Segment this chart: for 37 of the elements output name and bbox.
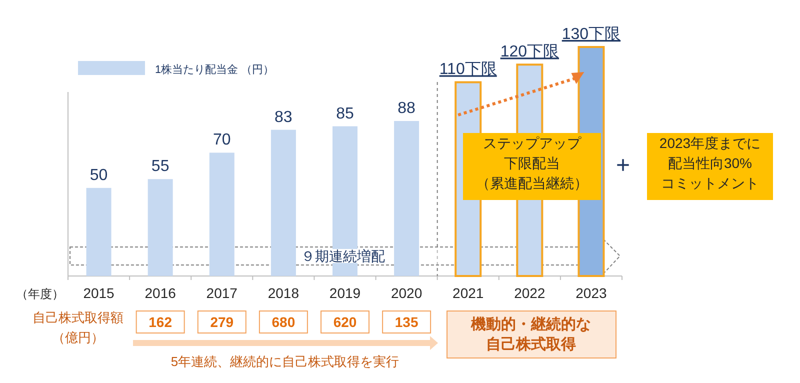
annotation: ９期連続増配	[301, 248, 385, 264]
text: 135	[394, 314, 418, 330]
bar	[86, 188, 112, 276]
x-tick-label: 2017	[206, 285, 238, 301]
data-label: 110下限	[439, 61, 497, 78]
x-tick-label: 2018	[268, 285, 300, 301]
data-label: 130下限	[562, 26, 621, 43]
text: 279	[210, 314, 234, 330]
text: 2023年度までに配当性向30%コミットメント	[659, 135, 761, 191]
bar	[148, 179, 173, 276]
x-tick-label: 2015	[83, 285, 115, 301]
text: 5年連続、継続的に自己株式取得を実行	[170, 354, 400, 369]
data-label: 70	[212, 132, 231, 149]
x-tick-label: 2023	[576, 285, 608, 301]
text: 680	[272, 314, 296, 330]
text: （年度）	[16, 287, 64, 301]
data-label: 50	[90, 166, 108, 184]
data-label: 85	[336, 105, 354, 122]
annotation: ステップアップ下限配当（累進配当継続）	[476, 135, 588, 191]
text: 162	[148, 314, 172, 330]
data-label: 120下限	[500, 44, 560, 61]
text: +	[616, 152, 630, 179]
data-label: 88	[398, 100, 416, 117]
bar	[270, 130, 296, 276]
bar	[394, 120, 420, 276]
data-label: 83	[274, 108, 292, 126]
x-tick-label: 2021	[452, 285, 484, 301]
x-tick-label: 2019	[329, 285, 361, 301]
text: 620	[333, 314, 357, 330]
x-tick-label: 2020	[390, 285, 422, 301]
x-tick-label: 2022	[514, 285, 546, 301]
legend: 1株当たり配当金 （円）	[78, 61, 274, 76]
data-label: 55	[151, 158, 170, 176]
x-tick-label: 2016	[144, 285, 176, 301]
bar	[209, 152, 234, 276]
text: 自己株式取得額（億円）	[32, 310, 124, 345]
text: 機動的・継続的な自己株式取得	[470, 316, 591, 353]
